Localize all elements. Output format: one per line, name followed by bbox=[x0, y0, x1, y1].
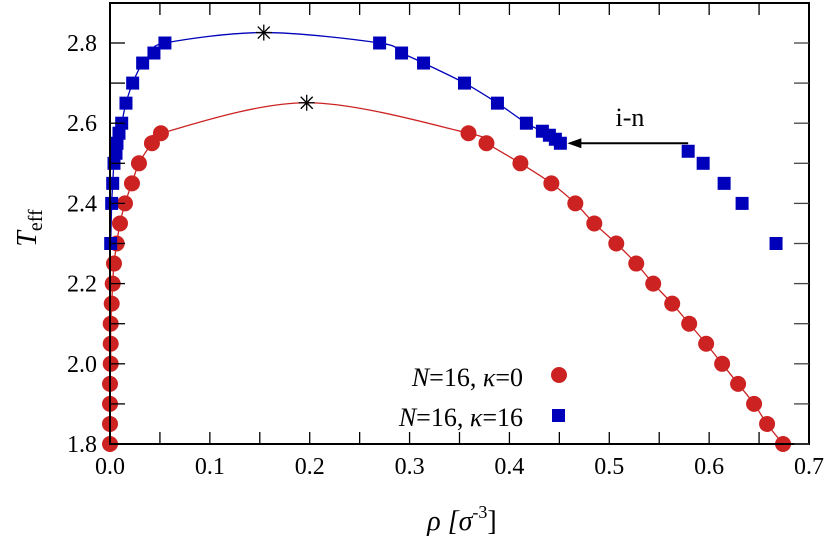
x-tick-label: 0.2 bbox=[295, 454, 325, 480]
x-tick-label: 0.1 bbox=[195, 454, 225, 480]
y-tick-label: 1.8 bbox=[67, 432, 97, 458]
data-point bbox=[126, 76, 140, 90]
data-point bbox=[109, 146, 123, 160]
data-point bbox=[106, 176, 120, 190]
data-point bbox=[373, 36, 387, 50]
star-stroke bbox=[257, 26, 271, 40]
y-axis-label: Teff bbox=[12, 209, 47, 247]
x-tick-label: 0.7 bbox=[794, 454, 824, 480]
data-point bbox=[105, 255, 122, 272]
star-stroke bbox=[300, 96, 314, 110]
y-tick-label: 2.0 bbox=[67, 352, 97, 378]
data-point bbox=[543, 175, 560, 192]
data-point bbox=[395, 46, 409, 60]
data-point bbox=[714, 355, 731, 372]
data-point bbox=[457, 76, 471, 90]
data-point bbox=[567, 195, 584, 212]
data-point bbox=[645, 275, 662, 292]
data-point bbox=[111, 215, 128, 232]
data-point bbox=[490, 96, 504, 110]
data-point bbox=[681, 144, 695, 158]
data-point bbox=[730, 375, 747, 392]
data-point bbox=[698, 335, 715, 352]
data-point bbox=[586, 215, 603, 232]
data-point bbox=[152, 125, 169, 142]
y-tick-label: 2.8 bbox=[67, 31, 97, 57]
data-point bbox=[158, 36, 172, 50]
x-axis-label: ρ [σ-3] bbox=[426, 502, 496, 537]
data-point bbox=[769, 237, 783, 250]
legend-label-1: N=16, κ=16 bbox=[398, 403, 523, 432]
data-point bbox=[696, 156, 710, 170]
data-point bbox=[628, 255, 645, 272]
arrow-head bbox=[567, 138, 582, 149]
data-point bbox=[130, 155, 147, 172]
data-point bbox=[735, 196, 749, 210]
x-tick-label: 0.6 bbox=[694, 454, 724, 480]
x-tick-label: 0.3 bbox=[395, 454, 425, 480]
data-point bbox=[103, 295, 120, 312]
x-tick-label: 0.0 bbox=[95, 454, 125, 480]
data-point bbox=[608, 235, 625, 252]
fit-curve-1 bbox=[110, 31, 561, 244]
data-point bbox=[512, 155, 529, 172]
data-point bbox=[519, 116, 533, 130]
x-tick-label: 0.5 bbox=[594, 454, 624, 480]
y-tick-label: 2.4 bbox=[67, 191, 97, 217]
data-point bbox=[123, 175, 140, 192]
data-point bbox=[119, 96, 133, 110]
y-tick-label: 2.6 bbox=[67, 111, 97, 137]
data-point bbox=[147, 46, 161, 60]
annotation-i-n: i-n bbox=[616, 103, 645, 132]
data-point bbox=[717, 176, 731, 190]
data-point bbox=[417, 56, 431, 70]
data-point bbox=[664, 295, 681, 312]
legend: N=16, κ=0 N=16, κ=16 bbox=[398, 363, 567, 432]
data-point bbox=[460, 125, 477, 142]
legend-marker-square bbox=[552, 409, 565, 422]
data-point bbox=[478, 135, 495, 152]
x-tick-label: 0.4 bbox=[494, 454, 524, 480]
data-point bbox=[112, 126, 126, 140]
data-point bbox=[746, 395, 763, 412]
data-point bbox=[110, 136, 124, 150]
legend-label-0: N=16, κ=0 bbox=[411, 363, 523, 392]
critical-point-star bbox=[298, 94, 315, 111]
data-point bbox=[759, 415, 776, 432]
legend-marker-circle bbox=[551, 367, 567, 383]
y-tick-label: 2.2 bbox=[67, 272, 97, 298]
data-point bbox=[681, 315, 698, 332]
critical-point-star bbox=[255, 24, 272, 41]
data-point bbox=[553, 136, 567, 150]
data-point bbox=[136, 56, 150, 70]
